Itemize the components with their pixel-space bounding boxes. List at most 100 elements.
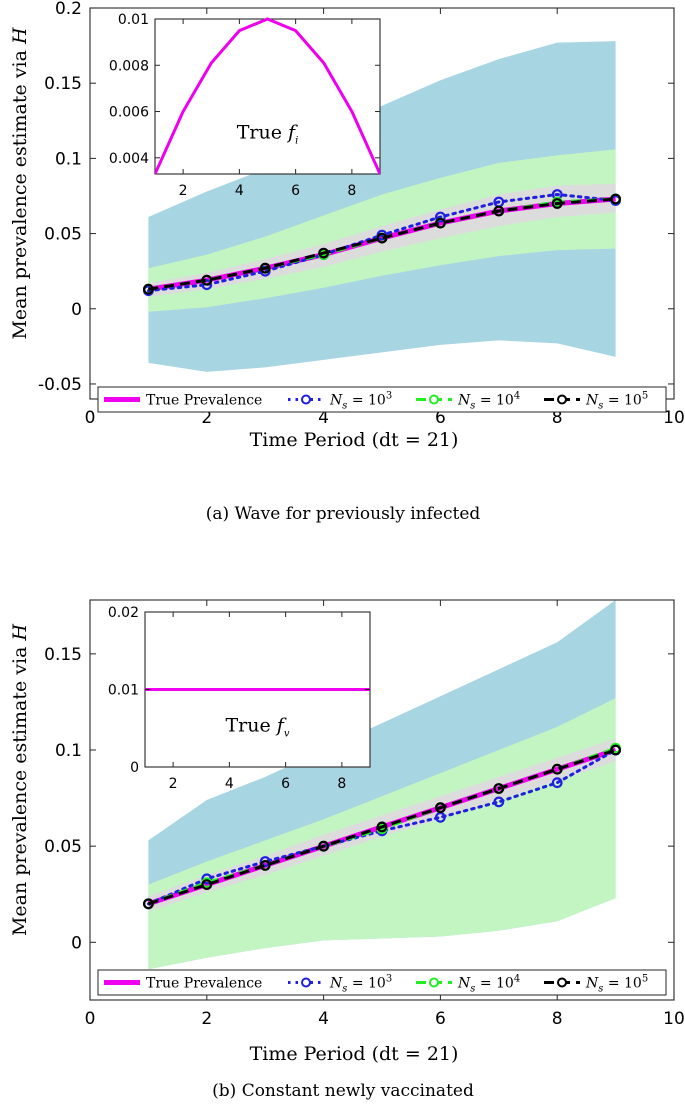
x-tick-label: 6 <box>435 408 446 428</box>
figure-caption: (a) Wave for previously infected <box>206 504 481 524</box>
plot-content <box>142 600 621 970</box>
legend-base: N <box>457 393 471 409</box>
legend-exponent: 4 <box>514 391 520 402</box>
data-point <box>493 196 505 208</box>
data-point <box>551 777 563 789</box>
series-line-4 <box>147 748 617 906</box>
series-line-2 <box>146 748 618 906</box>
inset-y-tick-label: 0.004 <box>109 151 149 167</box>
y-axis-label-text: Mean prevalence estimate via <box>9 641 31 936</box>
legend-base: N <box>585 976 599 992</box>
y-axis-label-text: Mean prevalence estimate via <box>9 44 31 339</box>
inset-line <box>155 17 380 175</box>
inset-x-tick-label: 4 <box>225 776 234 792</box>
inset-y-tick-label: 0.006 <box>109 105 149 121</box>
data-point <box>610 193 621 205</box>
inset-y-tick-label: 0 <box>130 760 139 776</box>
legend-exponent: 3 <box>386 391 392 402</box>
legend: True Prevalence Ns = 103 Ns = 104 Ns = 105 <box>97 386 667 413</box>
data-point <box>493 796 505 808</box>
y-tick-label: 0.15 <box>44 74 82 94</box>
x-tick-label: 4 <box>318 1009 329 1029</box>
y-tick-label: 0.1 <box>55 741 82 761</box>
legend-equals: = 10 <box>603 976 641 992</box>
inset-x-tick-label: 6 <box>281 776 290 792</box>
legend-subscript: s <box>598 401 603 412</box>
data-point <box>259 262 271 274</box>
x-tick-label: 2 <box>201 1009 212 1029</box>
data-point <box>201 274 213 286</box>
x-tick-label: 2 <box>201 408 212 428</box>
data-point <box>201 279 213 291</box>
inset-x-tick-label: 4 <box>235 183 244 199</box>
data-point <box>201 873 213 885</box>
legend-marker <box>557 394 567 405</box>
inset-x-tick-label: 8 <box>337 776 346 792</box>
legend-text: True Prevalence <box>146 393 262 409</box>
y-tick-label: 0.05 <box>44 225 82 245</box>
inset-label-var: f <box>286 121 298 143</box>
inset-frame <box>154 18 381 175</box>
data-point <box>259 856 271 867</box>
legend-base: N <box>457 976 471 992</box>
y-axis-label-var: H <box>9 27 31 45</box>
inset-chart: 2 4 6 8 0.004 0.006 0.008 0.01 True fi <box>109 12 381 199</box>
legend-base: N <box>329 976 343 992</box>
legend-subscript: s <box>470 401 475 412</box>
legend-equals: = 10 <box>603 393 641 409</box>
inset-y-tick-label: 0.01 <box>108 683 139 699</box>
legend-label-3: Ns = 104 <box>457 391 520 412</box>
inset-label-sub: v <box>284 728 290 739</box>
legend-exponent: 4 <box>514 974 520 985</box>
legend-text: True Prevalence <box>146 976 262 992</box>
series-line-1 <box>148 196 616 292</box>
data-point <box>376 821 388 833</box>
legend-exponent: 5 <box>642 391 648 402</box>
legend-marker <box>301 394 311 405</box>
legend-box <box>97 386 667 413</box>
legend-label-1: True Prevalence <box>146 976 262 992</box>
y-tick-label: 0.2 <box>55 0 82 19</box>
figure-caption: (b) Constant newly vaccinated <box>212 1081 474 1101</box>
data-point <box>259 860 271 871</box>
legend-subscript: s <box>342 984 347 995</box>
y-tick-label: 0.15 <box>44 645 82 665</box>
data-point <box>318 247 330 259</box>
inset-label-text: True <box>237 121 288 143</box>
data-point <box>376 232 388 244</box>
y-tick-label: 0 <box>71 933 82 953</box>
data-point <box>610 744 621 756</box>
inset-label-var: f <box>275 714 287 736</box>
legend-marker <box>301 977 311 988</box>
inset-label: True fv <box>226 714 290 739</box>
y-axis-label: Mean prevalence estimate via H <box>9 624 31 936</box>
data-point <box>435 217 446 229</box>
y-tick-label: 0.05 <box>44 837 82 857</box>
inset-x-tick-label: 2 <box>169 776 178 792</box>
y-tick-label: -0.05 <box>38 375 82 395</box>
legend-label-3: Ns = 104 <box>457 974 520 995</box>
series-line-2 <box>146 192 618 293</box>
data-point <box>435 802 446 814</box>
legend-box <box>97 969 667 996</box>
inset-x-tick-label: 8 <box>347 183 356 199</box>
legend-equals: = 10 <box>475 393 513 409</box>
data-point <box>551 198 563 209</box>
x-axis-label: Time Period (dt = 21) <box>250 429 459 451</box>
plot-content <box>142 41 621 372</box>
data-point <box>435 811 446 823</box>
legend-label-4: Ns = 105 <box>585 391 648 412</box>
legend-equals: = 10 <box>347 393 385 409</box>
legend-equals: = 10 <box>347 976 385 992</box>
inset-label: True fi <box>237 121 299 146</box>
legend-label-4: Ns = 105 <box>585 974 648 995</box>
x-tick-label: 8 <box>552 408 563 428</box>
legend-marker <box>429 394 439 405</box>
y-tick-label: 0.1 <box>55 149 82 169</box>
y-axis-label-var: H <box>9 624 31 642</box>
legend: True Prevalence Ns = 103 Ns = 104 Ns = 105 <box>97 969 667 996</box>
x-tick-label: 10 <box>663 408 685 428</box>
legend-subscript: s <box>598 984 603 995</box>
